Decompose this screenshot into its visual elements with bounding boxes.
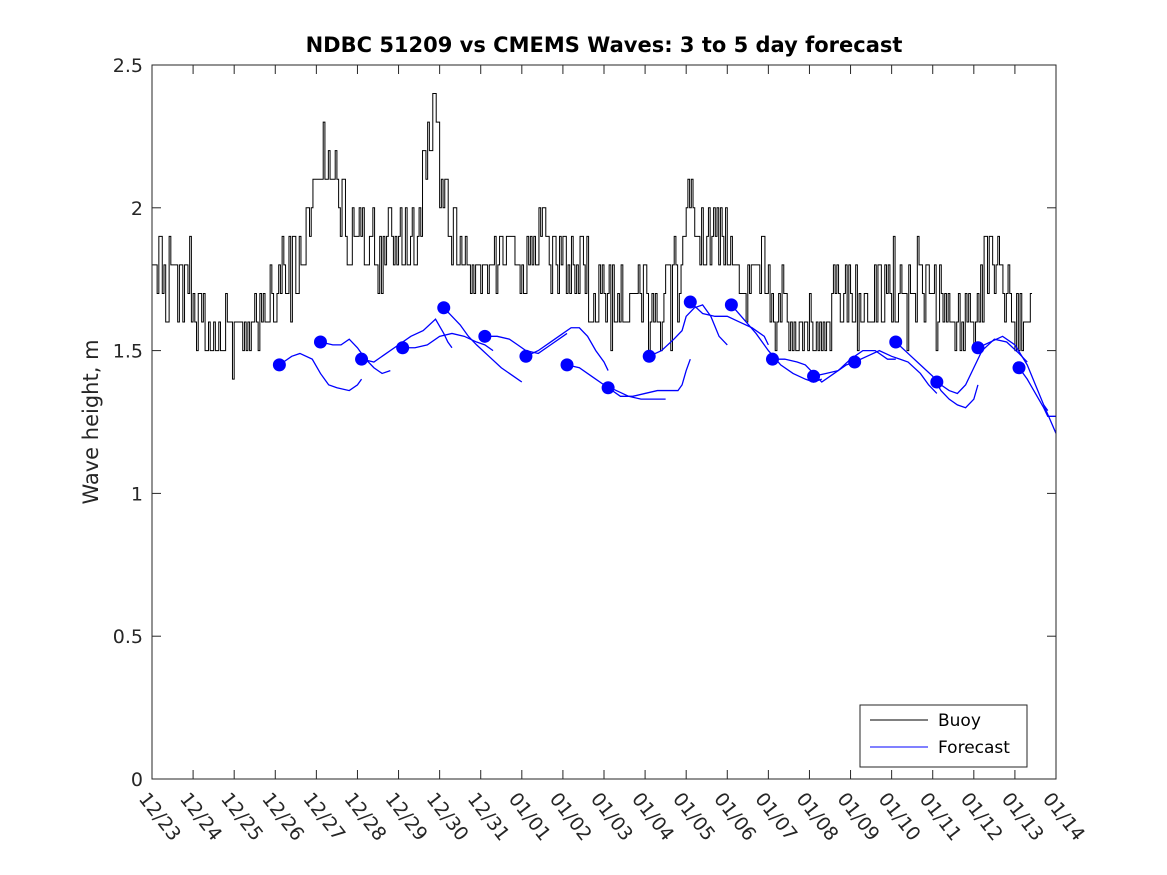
forecast-marker [396, 341, 410, 355]
forecast-marker [272, 358, 286, 372]
forecast-line [443, 307, 523, 383]
forecast-marker [683, 295, 697, 309]
forecast-line [689, 301, 769, 346]
y-tick-label: 0 [131, 769, 143, 791]
forecast-line [320, 338, 391, 375]
forecast-line [648, 304, 728, 357]
forecast-marker [437, 301, 451, 315]
forecast-line [813, 349, 896, 377]
y-tick-label: 1 [131, 483, 143, 505]
forecast-marker [765, 352, 779, 366]
forecast-line [607, 358, 691, 397]
plot-area [152, 65, 1056, 779]
forecast-marker [560, 358, 574, 372]
forecast-marker [642, 349, 656, 363]
buoy-series [152, 93, 1033, 380]
forecast-line [1043, 404, 1057, 434]
legend: Buoy Forecast [859, 704, 1028, 768]
forecast-marker [971, 341, 985, 355]
y-tick-label: 0.5 [113, 626, 143, 648]
forecast-series [272, 295, 1057, 434]
forecast-marker [930, 375, 944, 389]
forecast-marker [478, 329, 492, 343]
forecast-line [854, 349, 938, 394]
forecast-marker [313, 335, 327, 349]
forecast-marker [848, 355, 862, 369]
forecast-line [977, 335, 1049, 411]
y-tick-labels: 0 0.5 1 1.5 2 2.5 [113, 55, 143, 791]
forecast-marker [724, 298, 738, 312]
buoy-line [152, 93, 1033, 380]
forecast-line [402, 332, 494, 352]
forecast-marker [355, 352, 369, 366]
forecast-line [361, 318, 453, 363]
forecast-marker [601, 381, 615, 395]
forecast-marker [1012, 361, 1026, 375]
legend-forecast-label: Forecast [938, 738, 1010, 758]
y-tick-label: 1.5 [113, 341, 143, 363]
forecast-marker [889, 335, 903, 349]
y-axis-label: Wave height, m [79, 339, 103, 504]
forecast-marker [519, 349, 533, 363]
forecast-line [566, 364, 666, 400]
legend-buoy-label: Buoy [938, 711, 981, 731]
forecast-line [895, 341, 979, 409]
forecast-line [525, 327, 609, 371]
forecast-line [936, 338, 1028, 395]
forecast-line [279, 352, 363, 392]
plot-frame [151, 64, 1057, 780]
y-tick-label: 2 [131, 198, 143, 220]
chart-title: NDBC 51209 vs CMEMS Waves: 3 to 5 day fo… [306, 33, 903, 57]
y-tick-label: 2.5 [113, 55, 143, 77]
forecast-marker [807, 369, 821, 383]
legend-box [859, 704, 1028, 768]
